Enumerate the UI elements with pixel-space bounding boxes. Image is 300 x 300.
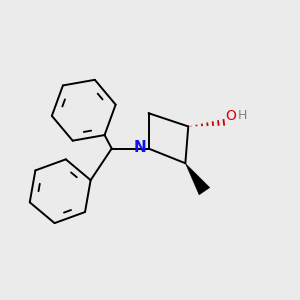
Text: O: O: [226, 109, 236, 122]
Text: H: H: [238, 109, 248, 122]
Text: N: N: [134, 140, 147, 154]
Polygon shape: [185, 163, 210, 195]
